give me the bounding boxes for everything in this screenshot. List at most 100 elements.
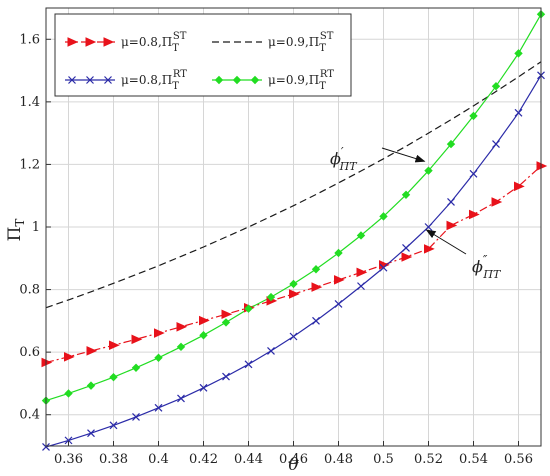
data-point	[379, 212, 388, 221]
data-point	[214, 75, 224, 85]
data-point	[86, 346, 98, 356]
data-point	[334, 275, 345, 285]
x-tick-label: 0.56	[504, 452, 533, 467]
x-tick-label: 0.52	[414, 452, 443, 467]
data-point	[154, 353, 163, 362]
y-tick-label: 0.6	[19, 345, 40, 360]
data-point	[424, 166, 433, 175]
y-tick-label: 0.8	[19, 283, 40, 298]
data-point	[401, 190, 411, 199]
data-point	[334, 248, 343, 258]
data-point	[289, 332, 298, 341]
legend-item: μ=0.9,ΠTRT	[212, 69, 334, 92]
legend: μ=0.8,ΠTST μ=0.9,ΠTST μ=0.8,ΠTRT μ=0.9,ΠTRT	[54, 13, 352, 97]
data-point	[311, 282, 323, 292]
legend-label: μ=0.8,ΠTST	[121, 31, 187, 54]
data-point	[289, 289, 300, 299]
y-axis-label-main: Π	[5, 227, 25, 242]
data-point	[104, 76, 112, 84]
data-point	[86, 76, 94, 84]
data-point	[154, 328, 165, 338]
x-tick-label: 0.42	[189, 452, 218, 467]
data-point	[131, 363, 141, 372]
data-point	[177, 394, 185, 403]
y-tick-label: 0.4	[19, 408, 40, 423]
data-point	[103, 37, 115, 47]
data-point	[514, 108, 523, 117]
annotations: ϕ′ ΠT ϕ″ ΠT	[330, 145, 502, 281]
data-point	[356, 231, 366, 240]
data-point	[222, 372, 230, 381]
data-point	[401, 252, 413, 262]
data-point	[131, 334, 143, 345]
x-tick-label: 0.4	[148, 452, 169, 467]
data-point	[424, 244, 435, 254]
data-point	[86, 381, 96, 390]
data-point	[42, 443, 50, 451]
data-point	[109, 421, 118, 430]
y-axis-label-sub: T	[13, 219, 27, 227]
data-point	[356, 267, 368, 278]
data-point	[266, 292, 276, 302]
data-point	[402, 244, 410, 252]
data-point	[379, 263, 388, 272]
data-point	[232, 75, 242, 85]
data-point	[334, 300, 343, 308]
x-axis-label: θ	[288, 455, 298, 475]
data-point	[68, 76, 76, 84]
data-point	[64, 352, 75, 362]
y-tick-label: 1.4	[19, 95, 40, 110]
x-tick-label: 0.54	[459, 452, 488, 467]
y-tick-label: 1.2	[19, 157, 40, 172]
x-tick-label: 0.46	[279, 452, 308, 467]
data-point	[109, 340, 120, 351]
data-point	[154, 403, 163, 412]
data-point	[312, 316, 320, 325]
data-point	[491, 82, 501, 91]
tick-group: 0.36 0.38 0.4 0.42 0.44 0.46 0.48 0.5 0.52 0.54 0.…	[19, 32, 533, 467]
x-tick-label: 0.36	[54, 452, 83, 467]
y-tick-label: 1	[32, 220, 40, 235]
y-tick-label: 1.6	[19, 32, 40, 47]
annotation: ϕ′ ΠT	[330, 145, 426, 173]
data-point	[244, 360, 253, 369]
data-point	[446, 139, 456, 149]
x-tick-label: 0.48	[324, 452, 353, 467]
legend-label: μ=0.8,ΠTRT	[121, 69, 187, 92]
data-point	[311, 265, 321, 274]
legend-item: μ=0.9,ΠTST	[212, 31, 334, 54]
data-point	[267, 346, 275, 355]
data-point	[221, 309, 233, 320]
annotation-arrow	[381, 147, 426, 163]
data-point	[221, 318, 231, 327]
data-point	[199, 383, 208, 392]
data-point	[447, 198, 455, 206]
data-point	[514, 181, 525, 192]
series-line	[45, 61, 542, 309]
data-point	[132, 412, 140, 421]
data-point	[446, 220, 458, 231]
legend-box	[54, 13, 352, 97]
data-point	[491, 197, 503, 207]
data-point	[176, 322, 188, 332]
legend-label: μ=0.9,ΠTRT	[268, 69, 334, 92]
data-point	[469, 169, 478, 178]
x-tick-label: 0.44	[234, 452, 263, 467]
data-point	[85, 37, 97, 47]
annotation-label: ϕ″ ΠT	[472, 253, 502, 281]
legend-item: μ=0.8,ΠTST	[65, 31, 187, 54]
x-tick-label: 0.5	[373, 452, 394, 467]
data-point	[64, 389, 73, 398]
data-point	[289, 279, 298, 289]
data-point	[64, 436, 73, 445]
data-point	[176, 342, 186, 352]
annotation-arrow	[425, 229, 467, 255]
x-tick-label: 0.38	[99, 452, 128, 467]
annotation: ϕ″ ΠT	[425, 229, 502, 281]
data-point	[244, 304, 253, 313]
data-point	[87, 429, 95, 438]
legend-item: μ=0.8,ΠTRT	[65, 69, 187, 92]
data-point	[67, 37, 79, 47]
annotation-label: ϕ′ ΠT	[330, 145, 358, 173]
